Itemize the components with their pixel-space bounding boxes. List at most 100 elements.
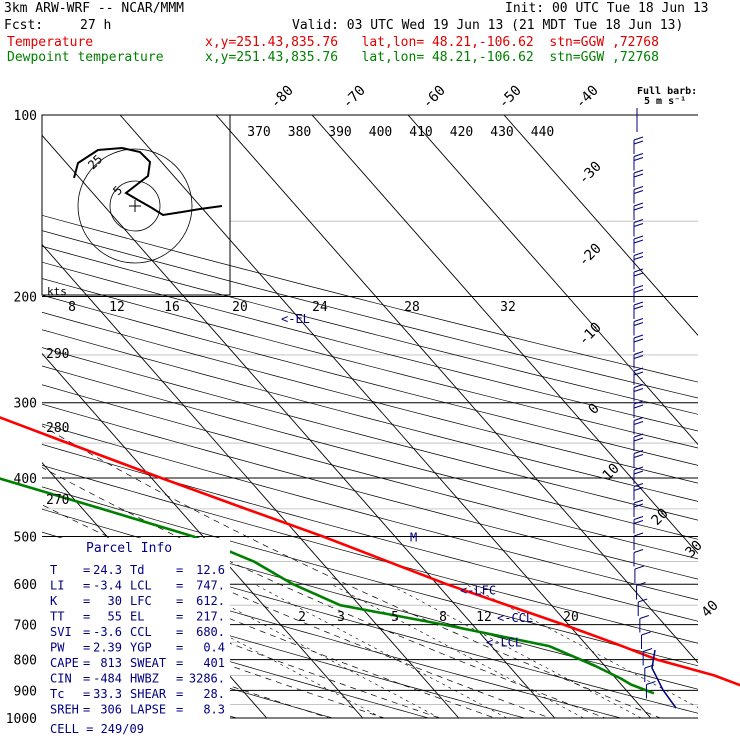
parcel-row-eq: = (176, 594, 183, 608)
hodograph-ring (109, 180, 161, 232)
moist-adiabat (42, 467, 606, 718)
parcel-info-title: Parcel Info (86, 541, 172, 556)
theta-label: 390 (328, 125, 351, 140)
isotherm-label: -60 (420, 83, 449, 112)
mixing-ratio-label: 2 (298, 610, 306, 625)
parcel-row-eq: = (176, 625, 183, 639)
parcel-row-value: 2.39 (93, 641, 122, 655)
mixing-ratio-label: 3 (337, 610, 345, 625)
wind-barb-flag (636, 582, 646, 586)
pressure-label: 300 (14, 397, 37, 412)
wind-barb-flag (633, 503, 644, 508)
pressure-label: 600 (14, 578, 37, 593)
theta-label: 430 (490, 125, 513, 140)
wind-barb-flag (633, 367, 644, 372)
pressure-label: 200 (14, 291, 37, 306)
parcel-row-value: 747. (196, 579, 225, 593)
mixing-ratio-line (465, 583, 698, 708)
parcel-row-label: HWBZ (130, 672, 159, 686)
parcel-info-panel (42, 538, 230, 738)
dry-adiabat (42, 294, 698, 466)
wind-barb-flag (633, 437, 644, 442)
parcel-row-label: Td (130, 563, 144, 577)
parcel-row-eq: = (83, 703, 90, 717)
parcel-row-eq: = (83, 672, 90, 686)
mixing-ratio-label: 20 (563, 610, 579, 625)
dry-adiabat-label: 280 (46, 421, 69, 436)
theta-label: 420 (450, 125, 473, 140)
parcel-row-label: CAPE (50, 656, 79, 670)
wind-barb-flag (633, 450, 644, 454)
mixing-ratio-line (388, 583, 642, 718)
wind-barb-flag (633, 355, 644, 359)
wind-barb-flag (633, 483, 644, 487)
parcel-row-label: LFC (130, 594, 152, 608)
isotherm-label: -20 (576, 241, 605, 270)
wind-barb-flag (633, 404, 644, 409)
mixing-ratio-line (187, 583, 440, 718)
parcel-row-label: K (50, 594, 58, 608)
wind-barb-flag (633, 421, 644, 425)
dewpoint-line (0, 477, 655, 695)
wind-barb-flag (633, 272, 644, 277)
level-annotation: <-LFC (460, 583, 496, 597)
dry-adiabat (42, 347, 698, 521)
parcel-row-eq: = (176, 563, 183, 577)
hodograph-speed-label: 32 (500, 300, 516, 315)
dry-adiabat-label: 290 (46, 347, 69, 362)
wind-barb-flag (633, 318, 644, 322)
isotherm (407, 115, 698, 446)
parcel-row-value: 8.3 (203, 703, 225, 717)
wind-barb-flag (633, 338, 644, 343)
theta-label: 380 (288, 125, 311, 140)
wind-barb-flag (633, 532, 644, 537)
hodograph-speed-label: 12 (109, 300, 125, 315)
wind-barb-flag (633, 202, 644, 207)
isotherm (42, 352, 364, 718)
temperature-legend: Temperature (7, 35, 94, 50)
wind-barb-flag (633, 157, 644, 161)
barb-legend-title: Full barb: (637, 86, 697, 97)
isotherm-label: -50 (496, 83, 525, 112)
model-title: 3km ARW-WRF -- NCAR/MMM (4, 1, 185, 16)
wind-barb-flag (633, 223, 644, 227)
wind-barb-flag (633, 487, 644, 491)
dewpoint-legend: Dewpoint temperature (7, 50, 164, 65)
barb-legend-unit: 5 m s⁻¹ (644, 96, 686, 107)
wind-barb-flag (633, 417, 644, 421)
wind-barb-flag (633, 516, 644, 520)
parcel-row-label: Tc (50, 687, 64, 701)
hodograph-trace (73, 146, 223, 217)
moist-adiabat (42, 595, 385, 718)
parcel-row-value: 12.6 (196, 563, 225, 577)
parcel-row-eq: = (83, 594, 90, 608)
hodograph-speed-label: 16 (164, 300, 180, 315)
parcel-row-value: 612. (196, 594, 225, 608)
wind-barb-flag (633, 256, 644, 260)
isotherm-label: -70 (340, 83, 369, 112)
wind-barb-flag (633, 520, 644, 524)
dewpoint-location: x,y=251.43,835.76 lat,lon= 48.21,-106.62… (205, 50, 659, 65)
parcel-row-label: YGP (130, 641, 152, 655)
parcel-row-eq: = (83, 687, 90, 701)
wind-barb-flag (633, 305, 644, 310)
dry-adiabat (42, 444, 698, 622)
moist-adiabat (42, 504, 551, 718)
wind-barb-flag (633, 384, 644, 388)
parcel-row-eq: = (176, 641, 183, 655)
wind-barb-flag (633, 499, 644, 504)
isotherm-label: -80 (268, 83, 297, 112)
parcel-row-value: 30 (108, 594, 122, 608)
hodograph-speed-label: 20 (232, 300, 248, 315)
mixing-ratio-label: 8 (439, 610, 447, 625)
wind-barb-flag (633, 186, 644, 190)
pressure-label: 900 (14, 684, 37, 699)
isotherm (119, 115, 652, 718)
parcel-row-eq: = (83, 610, 90, 624)
wind-barb-flag (633, 285, 644, 289)
wind-barb-flag (633, 252, 644, 256)
parcel-row-eq: = (176, 610, 183, 624)
wind-barb-flag (633, 301, 644, 306)
wind-barb-flag (633, 371, 644, 376)
